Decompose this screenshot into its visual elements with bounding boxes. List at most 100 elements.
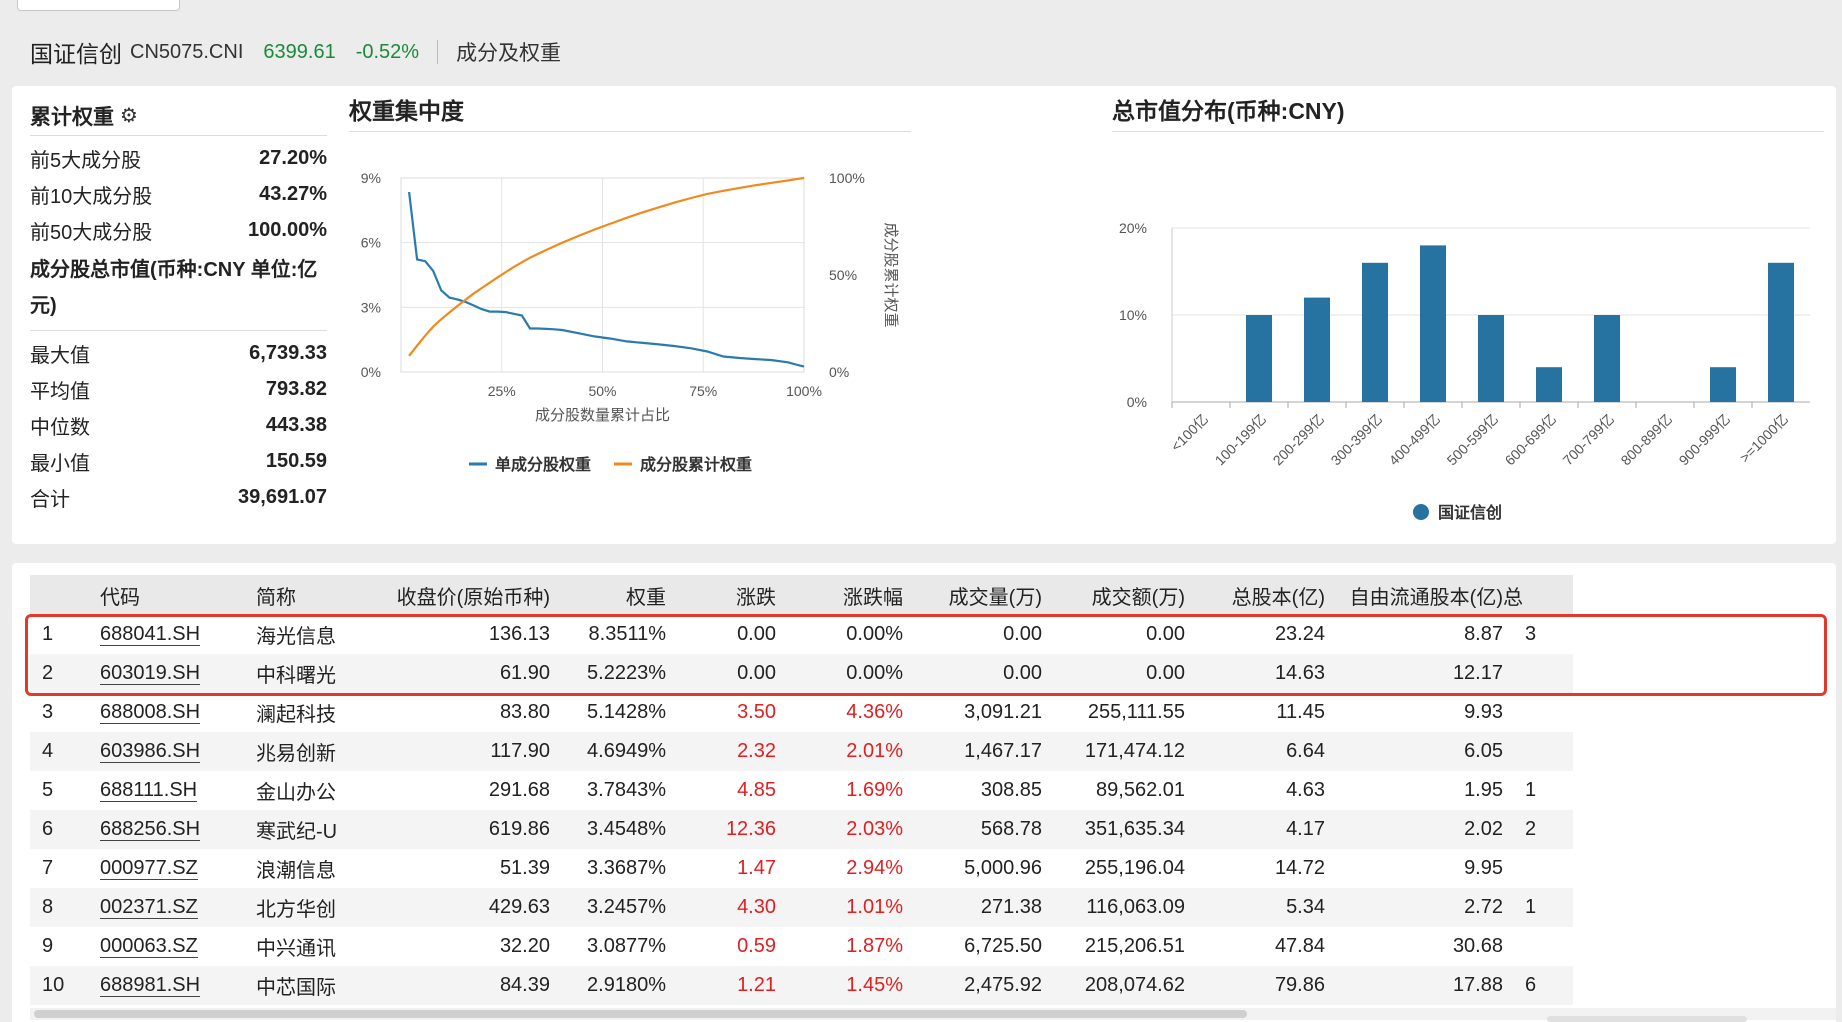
y2-tick-label: 50%: [829, 267, 857, 283]
cell-shares: 47.84: [1274, 935, 1325, 957]
horizontal-scrollbar-thumb[interactable]: [34, 1010, 1247, 1018]
cell-extra: 1: [1503, 888, 1573, 927]
table-row[interactable]: 1 688041.SH 海光信息 136.13 8.3511% 0.00 0.00% 0.00…: [30, 615, 1573, 654]
stock-code-link[interactable]: 688981.SH: [100, 974, 201, 997]
cell-close: 429.63: [360, 888, 550, 927]
y-tick-label: 0%: [1127, 394, 1147, 410]
table-row[interactable]: 9 000063.SZ 中兴通讯 32.20 3.0877% 0.59 1.87% 6,725…: [30, 927, 1573, 966]
bar[interactable]: [1710, 367, 1736, 402]
bar[interactable]: [1768, 262, 1794, 402]
col-header[interactable]: 简称: [220, 575, 360, 615]
col-header[interactable]: 涨跌: [666, 575, 776, 615]
col-header[interactable]: 涨跌幅: [776, 575, 903, 615]
stat-row: 前5大成分股 27.20%: [30, 140, 327, 176]
x-tick-label: 300-399亿: [1328, 411, 1386, 469]
col-header[interactable]: 收盘价(原始币种): [360, 575, 550, 615]
table-row[interactable]: 10 688981.SH 中芯国际 84.39 2.9180% 1.21 1.45% 2,47…: [30, 966, 1573, 1005]
cell-pct: 1.01%: [776, 888, 903, 927]
x-tick-label: 25%: [488, 383, 516, 399]
x-tick-label: 500-599亿: [1444, 411, 1502, 469]
table-row[interactable]: 3 688008.SH 澜起科技 83.80 5.1428% 3.50 4.36% 3,091…: [30, 693, 1573, 732]
cell-chg: 1.21: [666, 966, 776, 1005]
cell-amt: 351,635.34: [1042, 810, 1185, 849]
cell-no: 8: [30, 888, 92, 927]
col-header[interactable]: 代码: [92, 575, 220, 615]
table-row[interactable]: 7 000977.SZ 浪潮信息 51.39 3.3687% 1.47 2.94% 5,000…: [30, 849, 1573, 888]
bar[interactable]: [1536, 367, 1562, 402]
bar[interactable]: [1594, 315, 1620, 402]
legend-label[interactable]: 国证信创: [1438, 503, 1502, 522]
stock-code-link[interactable]: 000977.SZ: [100, 857, 198, 880]
y2-tick-label: 100%: [829, 170, 865, 186]
cell-pct: 1.87%: [846, 935, 903, 957]
cell-free: 9.95: [1464, 857, 1503, 879]
col-header-index: [30, 575, 92, 615]
cell-name: 兆易创新: [220, 732, 360, 771]
col-header[interactable]: 成交量(万): [903, 575, 1042, 615]
legend-label[interactable]: 成分股累计权重: [640, 455, 752, 474]
col-header[interactable]: 总股本(亿): [1185, 575, 1325, 615]
table-row[interactable]: 8 002371.SZ 北方华创 429.63 3.2457% 4.30 1.01% 271.…: [30, 888, 1573, 927]
bar[interactable]: [1478, 315, 1504, 402]
stat-row: 合计 39,691.07: [30, 479, 327, 515]
cell-no: 1: [42, 623, 54, 645]
stock-code-link[interactable]: 688111.SH: [100, 779, 198, 802]
stat-label: 最小值: [30, 452, 90, 475]
x-tick-label: 200-299亿: [1270, 411, 1328, 469]
divider: [437, 40, 439, 64]
bar[interactable]: [1362, 262, 1388, 402]
stat-value: 150.59: [265, 449, 327, 472]
stock-code-link[interactable]: 002371.SZ: [100, 896, 198, 919]
stock-code-link[interactable]: 000063.SZ: [100, 935, 198, 958]
cell-chg: 0.00: [737, 623, 776, 645]
concentration-chart-title: 权重集中度: [349, 86, 911, 132]
cumulative-weight-card: 累计权重 ⚙ 前5大成分股 27.20% 前10大成分股 43.27% 前50大成分股 1…: [30, 96, 327, 515]
stat-row: 最小值 150.59: [30, 443, 327, 479]
cell-free: 2.72: [1325, 888, 1503, 927]
constituents-table-panel: 代码 简称 收盘价(原始币种) 权重 涨跌 涨跌幅 成交量(万) 成交额(万) 总股本(亿) 自由…: [12, 563, 1836, 1022]
stock-code-link[interactable]: 603019.SH: [100, 662, 201, 685]
cumulative-weight-title: 累计权重 ⚙: [30, 96, 327, 136]
cell-pct: 2.01%: [776, 732, 903, 771]
table-row[interactable]: 2 603019.SH 中科曙光 61.90 5.2223% 0.00 0.00% 0.00 0…: [30, 654, 1573, 693]
legend-label[interactable]: 单成分股权重: [495, 455, 591, 474]
cell-amt: 215,206.51: [1084, 935, 1185, 957]
bar[interactable]: [1304, 297, 1330, 402]
cell-weight: 2.9180%: [550, 966, 666, 1005]
table-row[interactable]: 6 688256.SH 寒武纪-U 619.86 3.4548% 12.36 2.03% 56…: [30, 810, 1573, 849]
gear-icon[interactable]: ⚙: [120, 105, 138, 127]
col-header[interactable]: 权重: [550, 575, 666, 615]
bar[interactable]: [1246, 315, 1272, 402]
y-tick-label: 6%: [361, 235, 381, 251]
cell-vol: 0.00: [903, 654, 1042, 693]
cell-weight: 5.2223%: [550, 654, 666, 693]
table-row[interactable]: 4 603986.SH 兆易创新 117.90 4.6949% 2.32 2.01% 1,46…: [30, 732, 1573, 771]
col-header[interactable]: 总: [1503, 575, 1573, 615]
cell-close: 32.20: [499, 935, 550, 957]
cell-vol: 5,000.96: [964, 857, 1042, 879]
cell-code: 603986.SH: [92, 732, 220, 771]
stat-value: 793.82: [265, 377, 327, 400]
cell-shares: 23.24: [1274, 623, 1325, 645]
col-header[interactable]: 自由流通股本(亿): [1325, 575, 1503, 615]
top-tab-stub[interactable]: [17, 0, 180, 11]
cell-code: 688008.SH: [92, 693, 220, 732]
stat-label: 合计: [30, 488, 70, 511]
stock-code-link[interactable]: 603986.SH: [100, 740, 201, 763]
cell-close: 291.68: [488, 779, 550, 801]
cell-name: 浪潮信息: [256, 860, 336, 882]
cell-name: 中科曙光: [220, 654, 360, 693]
bar[interactable]: [1420, 245, 1446, 402]
stock-code-link[interactable]: 688008.SH: [100, 701, 201, 724]
table-header: 代码 简称 收盘价(原始币种) 权重 涨跌 涨跌幅 成交量(万) 成交额(万) 总股本(亿) 自由…: [30, 575, 1573, 615]
cell-chg: 0.00: [666, 654, 776, 693]
stock-code-link[interactable]: 688256.SH: [100, 818, 201, 841]
cell-free: 30.68: [1452, 935, 1503, 957]
y2-tick-label: 0%: [829, 364, 849, 380]
cell-name: 中芯国际: [220, 966, 360, 1005]
stock-code-link[interactable]: 688041.SH: [100, 623, 201, 646]
table-row[interactable]: 5 688111.SH 金山办公 291.68 3.7843% 4.85 1.69% 308.…: [30, 771, 1573, 810]
cell-vol: 568.78: [903, 810, 1042, 849]
cell-free: 12.17: [1325, 654, 1503, 693]
col-header[interactable]: 成交额(万): [1042, 575, 1185, 615]
